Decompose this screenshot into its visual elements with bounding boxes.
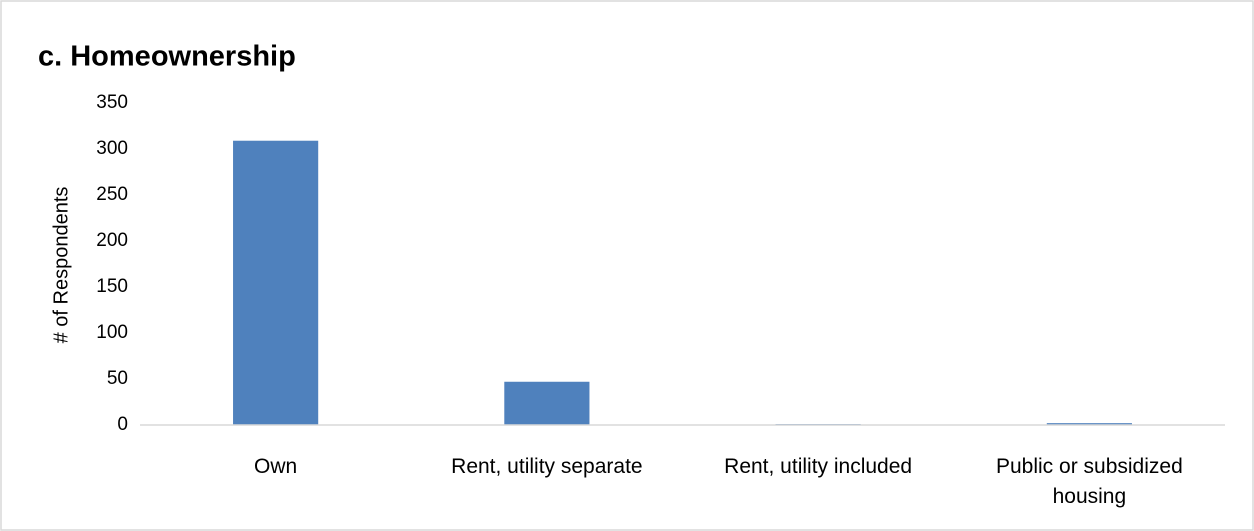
y-tick-label: 250 (96, 184, 128, 205)
bar (233, 140, 319, 425)
x-tick-label: Public or subsidized housing (995, 455, 1183, 508)
y-tick-label: 50 (107, 368, 128, 389)
x-tick-label: Rent, utility separate (451, 455, 643, 478)
y-tick-label: 0 (117, 414, 128, 435)
x-tick-label: Own (254, 455, 298, 478)
bar (1046, 423, 1132, 425)
bar (504, 381, 590, 425)
y-tick-label: 100 (96, 322, 128, 343)
y-tick-label: 150 (96, 276, 128, 297)
y-axis-label: # of Respondents (50, 187, 72, 344)
y-tick-label: 350 (96, 92, 128, 113)
x-tick-label: Rent, utility included (724, 455, 913, 478)
y-tick-label: 300 (96, 138, 128, 159)
y-tick-label: 200 (96, 230, 128, 251)
chart-title: c. Homeownership (38, 41, 296, 73)
